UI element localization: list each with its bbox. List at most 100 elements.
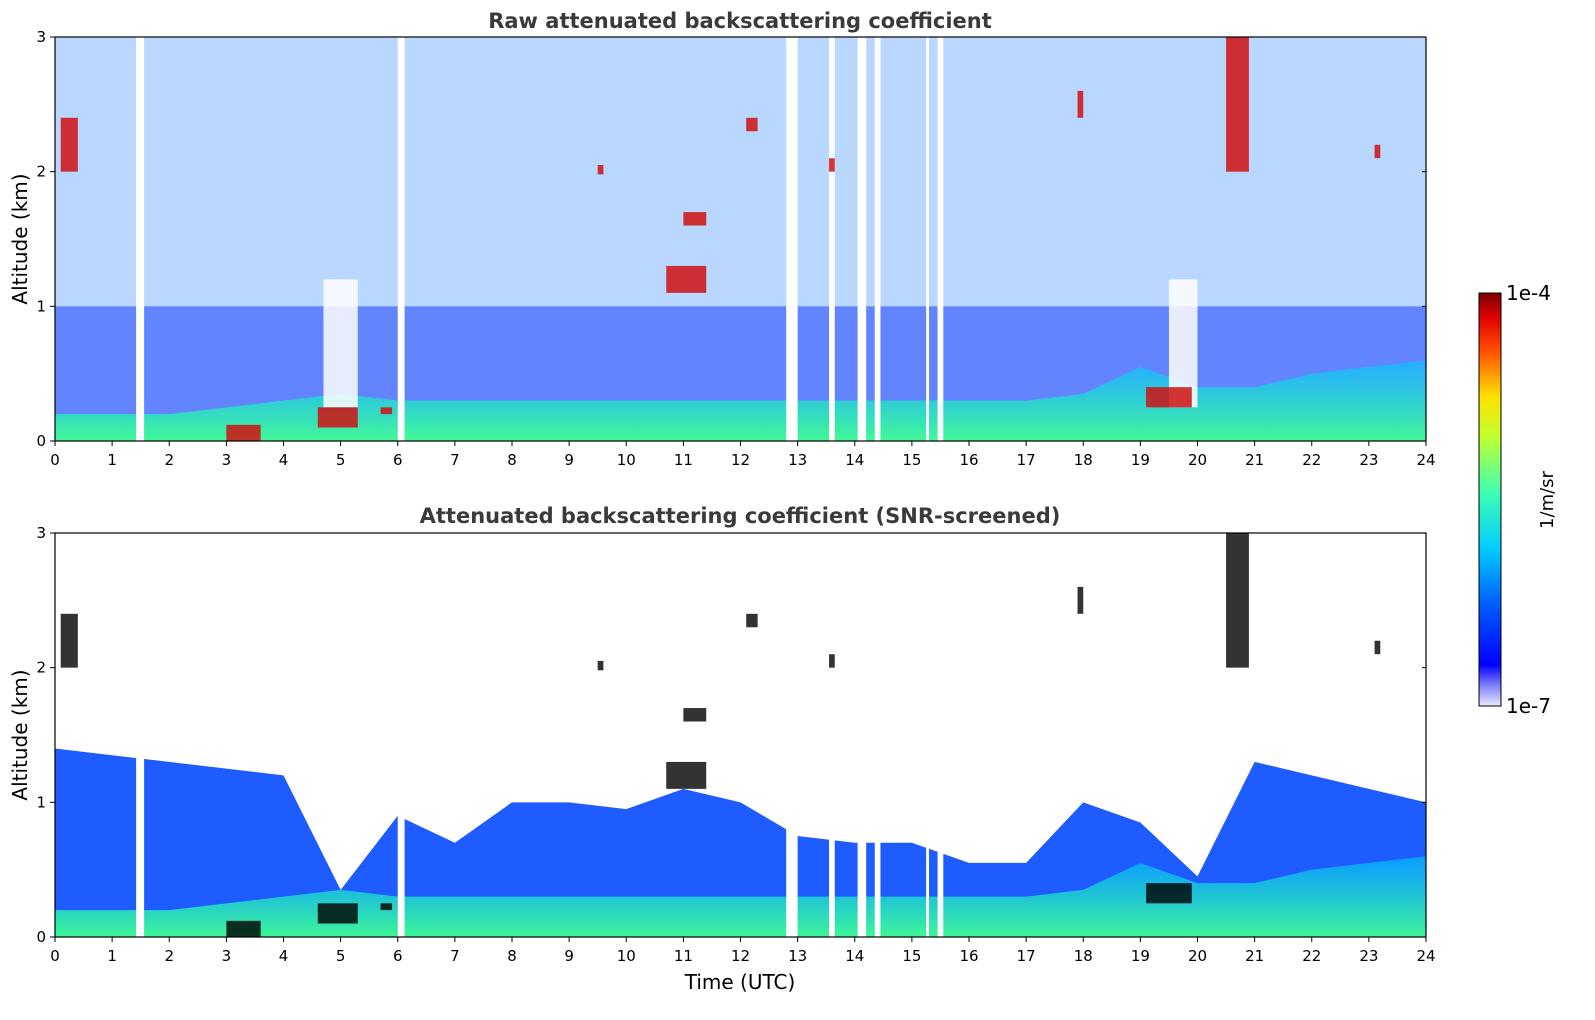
high-backscatter-feature	[60, 117, 78, 172]
x-tick-label: 19	[1131, 947, 1150, 965]
y-tick-label: 0	[36, 928, 46, 946]
x-tick-label: 23	[1359, 947, 1378, 965]
y-tick-label: 1	[36, 793, 46, 811]
top-plot-area	[55, 37, 1426, 441]
x-tick-label: 4	[279, 947, 289, 965]
no-signal-gap	[786, 37, 798, 441]
high-backscatter-feature	[683, 708, 707, 722]
x-tick-label: 18	[1074, 451, 1093, 469]
high-backscatter-feature	[317, 903, 358, 924]
high-backscatter-feature	[1374, 640, 1381, 655]
x-tick-label: 19	[1131, 451, 1150, 469]
bottom-plot-area	[55, 533, 1426, 937]
x-tick-label: 11	[674, 451, 693, 469]
x-tick-label: 24	[1416, 947, 1435, 965]
high-backscatter-feature	[1226, 37, 1249, 172]
x-tick-label: 3	[222, 947, 232, 965]
y-tick-label: 2	[36, 163, 46, 181]
x-tick-label: 21	[1245, 451, 1264, 469]
x-tick-label: 16	[959, 451, 978, 469]
rain-column	[1168, 279, 1198, 408]
no-signal-gap	[857, 533, 867, 937]
x-tick-label: 9	[564, 451, 574, 469]
high-backscatter-feature	[317, 407, 358, 428]
high-backscatter-feature	[380, 903, 393, 911]
high-backscatter-feature	[829, 158, 835, 172]
high-backscatter-feature	[829, 654, 835, 668]
high-backscatter-feature	[1146, 387, 1192, 408]
high-backscatter-feature	[1077, 586, 1084, 614]
x-tick-label: 11	[674, 947, 693, 965]
x-tick-label: 7	[450, 451, 460, 469]
x-tick-label: 1	[107, 947, 117, 965]
x-tick-label: 4	[279, 451, 289, 469]
top-x-ticks: 0 1 2 3 4 5 6 7 8 9 10 11 12 13 14 15 16 17 18 19 20 21 22 23 24	[50, 441, 1436, 469]
no-signal-gap	[136, 37, 145, 441]
x-tick-label: 14	[845, 947, 864, 965]
x-tick-label: 6	[393, 451, 403, 469]
x-tick-label: 9	[564, 947, 574, 965]
x-tick-label: 13	[788, 947, 807, 965]
no-signal-gap	[874, 533, 881, 937]
x-tick-label: 22	[1302, 451, 1321, 469]
bottom-panel-title: Attenuated backscattering coefficient (S…	[420, 504, 1061, 528]
x-tick-label: 12	[731, 947, 750, 965]
no-signal-gap	[397, 37, 405, 441]
bottom-x-ticks: 0 1 2 3 4 5 6 7 8 9 10 11 12 13 14 15 16 17 18 19 20 21 22 23 24	[50, 937, 1436, 965]
y-tick-label: 3	[36, 524, 46, 542]
colorbar-unit-label: 1/m/sr	[1537, 470, 1558, 528]
high-backscatter-feature	[380, 407, 393, 415]
rain-column	[323, 279, 358, 408]
high-backscatter-feature	[666, 265, 707, 293]
x-tick-label: 21	[1245, 947, 1264, 965]
high-backscatter-feature	[597, 164, 604, 175]
top-y-axis-label: Altitude (km)	[8, 173, 32, 304]
no-signal-gap	[829, 37, 835, 441]
y-tick-label: 3	[36, 28, 46, 46]
x-axis-label: Time (UTC)	[684, 970, 796, 994]
x-tick-label: 2	[164, 947, 174, 965]
no-signal-gap	[786, 533, 798, 937]
x-tick-label: 20	[1188, 451, 1207, 469]
no-signal-gap	[874, 37, 881, 441]
x-tick-label: 13	[788, 451, 807, 469]
high-backscatter-feature	[746, 613, 758, 628]
y-tick-label: 1	[36, 297, 46, 315]
bottom-y-axis-label: Altitude (km)	[8, 669, 32, 800]
high-backscatter-feature	[1226, 533, 1249, 668]
no-signal-gap	[937, 37, 944, 441]
x-tick-label: 5	[336, 451, 346, 469]
y-tick-label: 0	[36, 432, 46, 450]
high-backscatter-feature	[666, 761, 707, 789]
bottom-y-ticks: 0 1 2 3	[36, 524, 1426, 946]
x-tick-label: 20	[1188, 947, 1207, 965]
no-signal-gap	[937, 533, 944, 937]
x-tick-label: 0	[50, 947, 60, 965]
high-backscatter-feature	[597, 660, 604, 671]
x-tick-label: 0	[50, 451, 60, 469]
no-signal-gap	[926, 533, 930, 937]
top-panel: Raw attenuated backscattering coefficien…	[8, 9, 1436, 469]
no-signal-gap	[829, 533, 835, 937]
x-tick-label: 6	[393, 947, 403, 965]
top-panel-title: Raw attenuated backscattering coefficien…	[488, 9, 992, 33]
x-tick-label: 14	[845, 451, 864, 469]
x-tick-label: 10	[617, 947, 636, 965]
no-signal-gap	[136, 533, 145, 937]
x-tick-label: 12	[731, 451, 750, 469]
bottom-panel: Attenuated backscattering coefficient (S…	[8, 504, 1436, 994]
no-signal-gap	[397, 533, 405, 937]
high-backscatter-feature	[683, 212, 707, 226]
top-y-ticks: 0 1 2 3	[36, 28, 1426, 450]
x-tick-label: 1	[107, 451, 117, 469]
colorbar-gradient	[1478, 292, 1502, 707]
x-tick-label: 3	[222, 451, 232, 469]
x-tick-label: 15	[902, 451, 921, 469]
colorbar-min-label: 1e-7	[1506, 694, 1551, 718]
high-backscatter-feature	[1374, 144, 1381, 159]
x-tick-label: 24	[1416, 451, 1435, 469]
x-tick-label: 8	[507, 451, 517, 469]
x-tick-label: 10	[617, 451, 636, 469]
x-tick-label: 17	[1017, 451, 1036, 469]
high-backscatter-feature	[226, 920, 261, 937]
